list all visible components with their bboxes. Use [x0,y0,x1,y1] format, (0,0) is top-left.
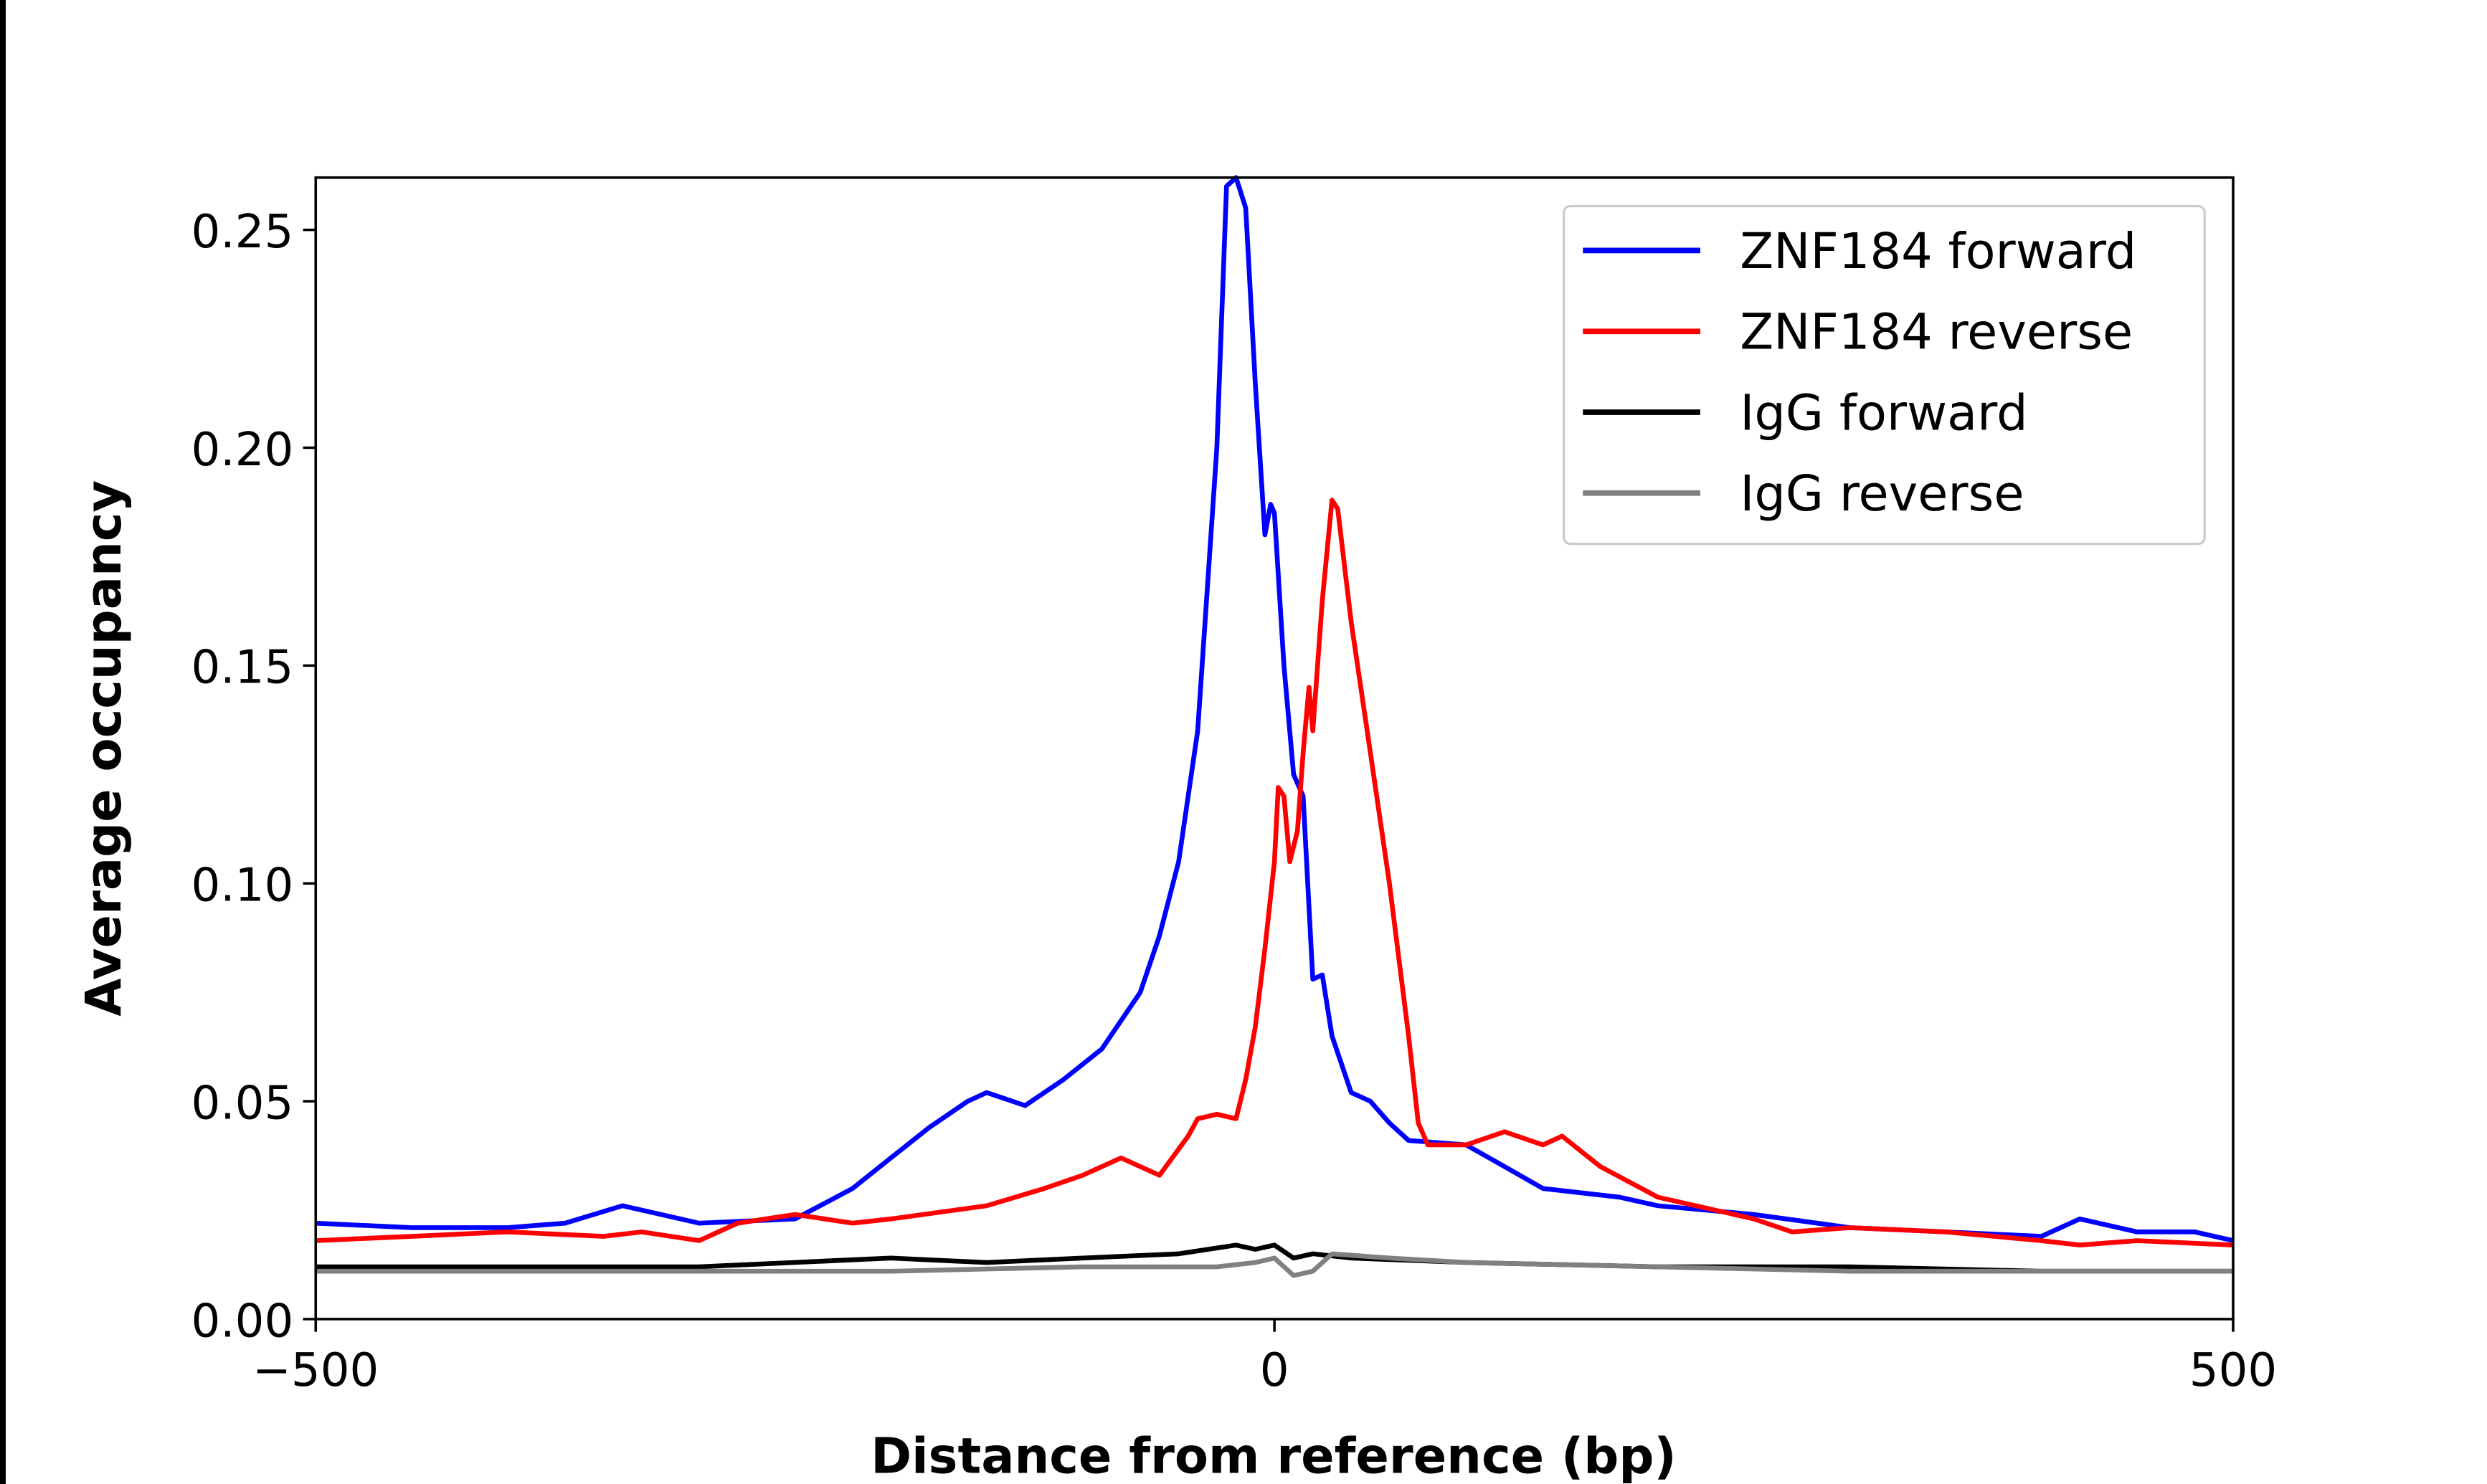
legend-label: IgG reverse [1740,465,2024,523]
y-tick-label: 0.20 [191,423,294,477]
legend-label: ZNF184 forward [1740,223,2136,280]
series-line-igg-reverse [316,1251,2234,1278]
left-border [0,0,6,1484]
y-axis-label: Average occupancy [75,480,133,1017]
legend: ZNF184 forward ZNF184 reverse IgG forward I… [1563,204,2206,546]
x-tick-label: 500 [2189,1343,2277,1397]
y-axis: 0.00 0.05 0.10 0.15 0.20 0.25 [191,205,316,1348]
y-tick-label: 0.25 [191,205,294,259]
x-axis: −500 0 500 [252,1319,2277,1397]
legend-box [1563,204,2206,546]
y-tick-label: 0.05 [191,1076,294,1130]
x-axis-label: Distance from reference (bp) [871,1428,1677,1484]
y-tick-label: 0.10 [191,859,294,913]
x-tick-label: 0 [1260,1343,1289,1397]
y-tick-label: 0.00 [191,1294,294,1348]
y-tick-label: 0.15 [191,641,294,695]
series-lines [316,175,2234,1278]
series-line-znf184-forward [316,175,2234,1243]
series-line-znf184-reverse [316,498,2234,1248]
legend-label: ZNF184 reverse [1740,304,2133,361]
legend-label: IgG forward [1740,384,2027,442]
x-tick-label: −500 [252,1343,379,1397]
